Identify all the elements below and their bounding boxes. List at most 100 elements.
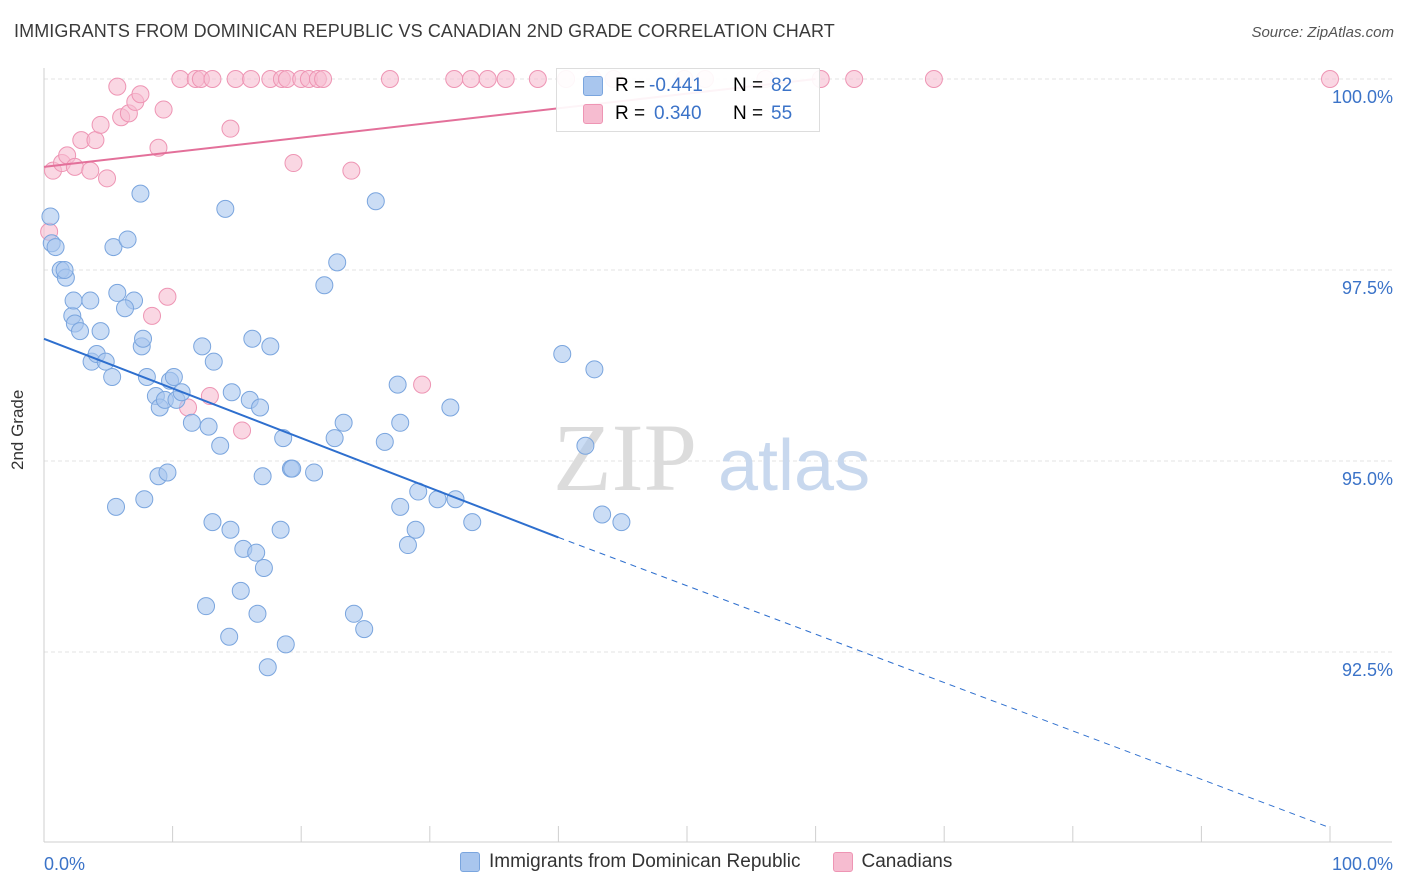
data-point-dominican [258, 658, 277, 677]
data-point-dominican [221, 520, 240, 539]
watermark-atlas: atlas [718, 426, 870, 506]
series-canadians [40, 70, 1339, 440]
data-point-dominican [446, 490, 465, 509]
data-point-dominican [254, 558, 273, 577]
data-point-dominican [197, 597, 216, 616]
data-point-canadians [203, 70, 222, 88]
data-point-dominican [271, 520, 290, 539]
stats-box: R = -0.441 N = 82 R = 0.340 N = 55 [556, 68, 820, 132]
data-point-dominican [251, 398, 270, 417]
source-label: Source: ZipAtlas.com [1251, 24, 1394, 41]
data-point-dominican [222, 383, 241, 402]
data-point-dominican [391, 497, 410, 516]
stats-pink-r-label: R = [615, 103, 646, 124]
data-point-dominican [131, 184, 150, 203]
data-point-dominican [593, 505, 612, 524]
data-point-dominican [388, 375, 407, 394]
data-point-canadians [284, 154, 303, 173]
y-tick-label: 100.0% [1332, 87, 1393, 107]
data-point-canadians [528, 70, 547, 88]
data-point-dominican [585, 360, 604, 379]
data-point-dominican [134, 329, 153, 348]
y-tick-label: 95.0% [1342, 469, 1393, 489]
x-tick-label: 0.0% [44, 854, 85, 874]
data-point-canadians [233, 421, 252, 440]
data-point-dominican [576, 436, 595, 455]
data-point-canadians [108, 77, 127, 96]
data-point-dominican [199, 417, 218, 436]
data-point-canadians [91, 115, 110, 134]
data-point-dominican [193, 337, 212, 356]
data-point-canadians [342, 161, 361, 180]
data-point-dominican [463, 513, 482, 532]
data-point-canadians [226, 70, 245, 88]
gridlines [44, 78, 1392, 653]
data-point-canadians [1321, 70, 1339, 88]
data-point-dominican [64, 291, 83, 310]
data-point-dominican [91, 322, 110, 341]
y-tick-label: 97.5% [1342, 278, 1393, 298]
data-point-dominican [107, 497, 126, 516]
data-point-dominican [328, 253, 347, 272]
data-point-canadians [242, 70, 261, 88]
trend-line-dominican [43, 337, 559, 539]
data-point-dominican [325, 429, 344, 448]
data-point-dominican [46, 238, 65, 257]
legend-label-canadians: Canadians [861, 851, 953, 872]
y-axis-label: 2nd Grade [8, 389, 27, 470]
data-point-canadians [924, 70, 943, 88]
data-point-canadians [86, 131, 105, 150]
data-point-dominican [612, 513, 631, 532]
data-point-dominican [441, 398, 460, 417]
data-point-dominican [81, 291, 100, 310]
data-point-dominican [344, 604, 363, 623]
data-point-dominican [243, 329, 262, 348]
data-point-dominican [204, 352, 223, 371]
data-point-canadians [380, 70, 399, 88]
legend-swatch-blue [460, 852, 480, 872]
data-point-canadians [845, 70, 864, 88]
stats-pink-r-value: 0.340 [654, 103, 702, 124]
legend: Immigrants from Dominican Republic Canad… [460, 851, 984, 873]
data-point-dominican [334, 413, 353, 432]
data-point-dominican [375, 432, 394, 451]
data-point-canadians [445, 70, 464, 88]
chart-title: IMMIGRANTS FROM DOMINICAN REPUBLIC VS CA… [14, 21, 835, 41]
data-point-canadians [413, 375, 432, 394]
legend-item-dominican[interactable]: Immigrants from Dominican Republic [460, 851, 801, 873]
data-point-canadians [131, 85, 150, 104]
data-point-dominican [216, 199, 235, 218]
data-point-canadians [154, 100, 173, 119]
data-point-canadians [81, 161, 100, 180]
data-point-canadians [478, 70, 497, 88]
data-point-dominican [203, 513, 222, 532]
data-point-dominican [398, 536, 417, 555]
data-point-dominican [116, 299, 135, 318]
watermark: ZIP atlas [553, 404, 870, 511]
stats-blue-r-value: -0.441 [649, 75, 703, 96]
data-point-dominican [366, 192, 385, 211]
data-point-dominican [137, 367, 156, 386]
data-point-canadians [143, 306, 162, 325]
data-point-dominican [41, 207, 60, 226]
axes [43, 68, 1392, 843]
data-point-dominican [261, 337, 280, 356]
data-point-dominican [305, 463, 324, 482]
stats-blue-n-value: 82 [771, 75, 793, 96]
legend-item-canadians[interactable]: Canadians [832, 851, 953, 873]
watermark-zip: ZIP [553, 404, 697, 511]
data-point-dominican [164, 367, 183, 386]
data-point-dominican [248, 604, 267, 623]
legend-swatch-pink [832, 852, 853, 872]
data-point-dominican [253, 467, 272, 486]
data-point-dominican [118, 230, 137, 249]
tick-labels: 92.5% 95.0% 97.5% 100.0% 0.0% 100.0% [44, 87, 1393, 874]
stats-pink-n-label: N = [733, 103, 764, 124]
data-point-dominican [220, 627, 239, 646]
data-point-dominican [103, 367, 122, 386]
data-point-canadians [158, 287, 177, 306]
data-point-dominican [315, 276, 334, 295]
data-point-canadians [149, 138, 168, 157]
data-point-dominican [108, 283, 127, 302]
